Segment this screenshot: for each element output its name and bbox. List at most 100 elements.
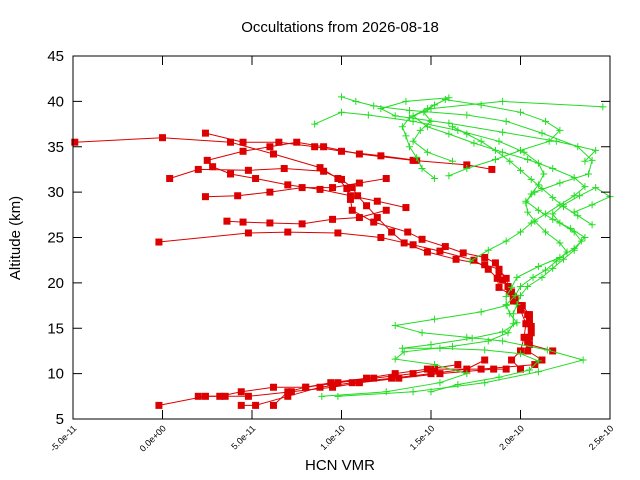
data-point: [570, 192, 578, 200]
data-point: [452, 255, 460, 263]
data-point: [524, 338, 532, 346]
data-point: [377, 152, 385, 160]
data-point: [409, 137, 417, 145]
y-axis-label: Altitude (km): [7, 196, 24, 280]
data-point: [481, 379, 489, 387]
x-tick-label: 2.0e-10: [497, 423, 526, 452]
data-point: [431, 361, 439, 369]
y-tick-label: 10: [47, 366, 64, 383]
data-point: [329, 383, 337, 391]
data-point: [484, 337, 492, 345]
data-point: [588, 201, 596, 209]
data-point: [504, 329, 512, 337]
data-point: [522, 199, 530, 207]
data-point: [159, 134, 166, 142]
data-point: [166, 175, 174, 183]
series-16: [409, 97, 607, 265]
data-point: [581, 183, 589, 191]
data-point: [427, 370, 435, 378]
data-point: [404, 228, 412, 236]
data-point: [508, 283, 516, 291]
data-point: [506, 310, 514, 318]
data-point: [244, 166, 252, 174]
data-point: [348, 379, 356, 387]
data-point: [506, 157, 514, 165]
data-point: [542, 228, 550, 236]
data-point: [427, 341, 435, 349]
data-point: [302, 383, 310, 391]
data-point: [298, 184, 306, 192]
data-point: [549, 194, 557, 202]
data-point: [517, 228, 524, 236]
data-point: [556, 126, 564, 134]
data-point: [391, 112, 399, 120]
data-point: [334, 392, 342, 400]
data-point: [400, 348, 408, 356]
x-tick-label: 1.5e-10: [408, 423, 437, 452]
y-tick-label: 25: [47, 230, 64, 247]
data-point: [527, 190, 535, 198]
data-point: [513, 301, 521, 309]
data-point: [269, 401, 277, 409]
data-point: [481, 346, 489, 354]
data-point: [423, 148, 431, 156]
data-point: [409, 241, 417, 249]
data-point: [502, 292, 510, 300]
data-point: [400, 239, 408, 247]
series-line: [158, 231, 543, 361]
data-point: [398, 344, 406, 352]
data-point: [373, 197, 381, 205]
data-point: [284, 228, 292, 236]
data-point: [221, 392, 229, 400]
data-point: [441, 96, 449, 104]
data-point: [194, 392, 202, 400]
data-point: [311, 120, 319, 128]
series-17: [377, 94, 600, 165]
data-point: [155, 401, 163, 409]
data-point: [579, 356, 587, 364]
data-point: [517, 108, 524, 116]
data-point: [364, 111, 372, 119]
data-point: [495, 137, 503, 145]
data-point: [244, 229, 252, 237]
data-point: [209, 163, 217, 171]
data-point: [534, 206, 542, 214]
y-tick-label: 30: [47, 184, 64, 201]
data-point: [201, 129, 209, 137]
data-point: [363, 202, 371, 210]
data-point: [524, 347, 532, 355]
data-point: [280, 165, 288, 173]
data-point: [502, 117, 510, 125]
data-point: [527, 175, 535, 183]
data-point: [382, 175, 390, 183]
data-point: [316, 185, 324, 193]
data-point: [346, 195, 354, 203]
series-2: [155, 228, 546, 364]
data-point: [499, 337, 507, 345]
data-point: [581, 157, 589, 165]
data-point: [406, 106, 414, 114]
data-point: [441, 243, 449, 251]
data-point: [239, 147, 247, 155]
data-point: [543, 346, 551, 354]
data-point: [223, 217, 231, 225]
data-point: [499, 128, 507, 136]
data-point: [499, 328, 507, 336]
series-line: [74, 137, 553, 352]
data-point: [311, 143, 319, 151]
data-point: [481, 356, 489, 364]
data-point: [459, 249, 467, 257]
data-point: [436, 247, 444, 255]
data-point: [284, 392, 292, 400]
data-point: [252, 175, 260, 183]
data-point: [406, 114, 414, 122]
data-point: [252, 401, 260, 409]
data-point: [477, 365, 485, 373]
data-point: [239, 218, 247, 226]
data-point: [477, 137, 485, 145]
data-point: [382, 206, 390, 214]
data-point: [570, 228, 578, 236]
x-tick-label: 0.0e+00: [138, 423, 168, 453]
data-point: [463, 365, 471, 373]
